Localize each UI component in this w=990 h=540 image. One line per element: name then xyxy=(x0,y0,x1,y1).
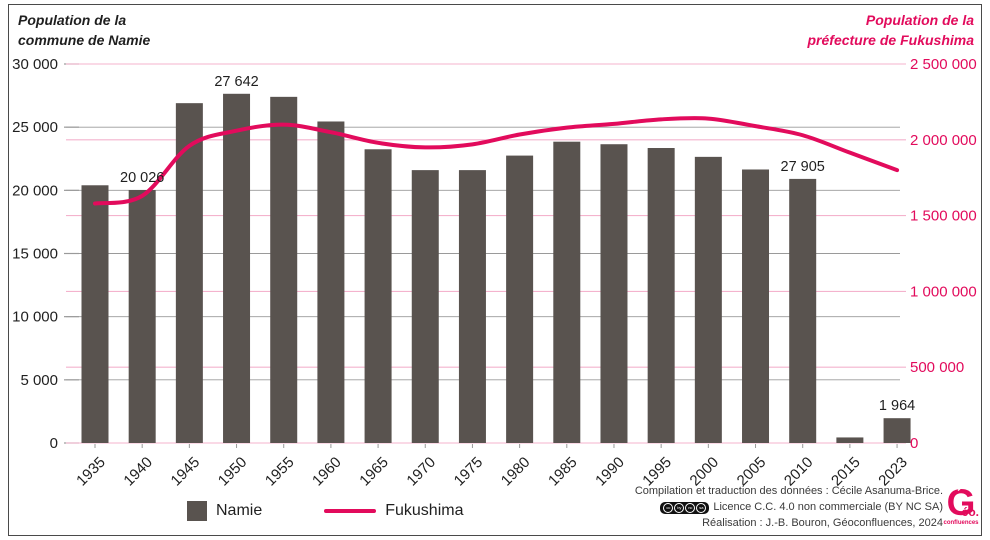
credit-licence-text: Licence C.C. 4.0 non commerciale (BY NC … xyxy=(713,500,943,513)
x-tick-label-1975: 1975 xyxy=(451,454,487,490)
data-label-2023: 1 964 xyxy=(879,398,915,414)
y-left-tick-label: 30 000 xyxy=(12,56,58,73)
bar-1970 xyxy=(411,170,439,443)
credits: Compilation et traduction des données : … xyxy=(635,484,943,532)
x-tick-label-1970: 1970 xyxy=(403,454,439,490)
bar-2000 xyxy=(694,156,722,444)
bar-2023 xyxy=(883,418,911,443)
credit-line-compilation: Compilation et traduction des données : … xyxy=(634,485,943,497)
bar-1935 xyxy=(81,185,109,443)
right-axis-title-line1: Population de la xyxy=(865,12,974,28)
y-right-tick-label: 0 xyxy=(910,435,918,452)
fukushima-trend-line xyxy=(93,116,900,206)
legend-item-namie: Namie xyxy=(187,501,262,521)
bar-1940 xyxy=(128,190,156,443)
credit-line-licence: cc by nc sa Licence C.C. 4.0 non commerc… xyxy=(635,500,943,516)
y-right-tick-label: 2 500 000 xyxy=(910,56,977,73)
bar-1980 xyxy=(506,155,534,443)
bar-1955 xyxy=(270,96,298,443)
y-left-tick-label: 20 000 xyxy=(12,182,58,199)
bar-2010 xyxy=(789,178,817,444)
legend-item-fukushima: Fukushima xyxy=(324,502,463,520)
legend-label-fukushima: Fukushima xyxy=(385,502,464,519)
x-tick-label-1935: 1935 xyxy=(73,454,109,490)
geoconfluences-logo: G ↗ éo. confluences xyxy=(942,482,980,533)
fukushima-line-swatch xyxy=(324,509,377,513)
nc-icon: nc xyxy=(685,502,696,513)
x-tick-label-1960: 1960 xyxy=(309,454,345,490)
cc-icon: cc xyxy=(663,502,674,513)
cc-license-icons: cc by nc sa xyxy=(660,501,710,514)
data-label-1950: 27 642 xyxy=(214,74,258,90)
bar-1995 xyxy=(647,148,675,444)
x-tick-label-1940: 1940 xyxy=(120,454,156,490)
legend-label-namie: Namie xyxy=(216,502,263,519)
by-icon: by xyxy=(674,502,685,513)
bar-1985 xyxy=(553,141,581,443)
logo-confluences-text: confluences xyxy=(943,520,979,526)
logo-letter-g: G xyxy=(946,482,976,523)
y-left-tick-label: 25 000 xyxy=(12,119,58,136)
bar-1965 xyxy=(364,149,392,443)
y-left-tick-label: 10 000 xyxy=(12,309,58,326)
bar-1945 xyxy=(175,103,203,443)
credit-line-realisation: Réalisation : J.-B. Bouron, Géoconfluenc… xyxy=(702,516,943,529)
y-right-tick-label: 1 500 000 xyxy=(910,208,977,225)
data-label-2010: 27 905 xyxy=(781,159,825,175)
left-axis-title: Population de la commune de Namie xyxy=(18,11,150,50)
bar-2005 xyxy=(742,169,770,443)
y-left-tick-label: 0 xyxy=(50,435,58,452)
y-left-tick-label: 15 000 xyxy=(12,246,58,263)
left-axis-title-line2: commune de Namie xyxy=(18,31,151,48)
arrow-icon: ↗ xyxy=(956,482,966,494)
x-tick-label-1955: 1955 xyxy=(262,454,298,490)
bar-1950 xyxy=(223,93,251,443)
left-axis-title-line1: Population de la xyxy=(18,12,127,28)
sa-icon: sa xyxy=(696,502,707,513)
y-left-tick-label: 5 000 xyxy=(20,372,58,389)
x-tick-label-1945: 1945 xyxy=(168,454,204,490)
right-axis-title: Population de la préfecture de Fukushima xyxy=(808,11,975,50)
bar-1990 xyxy=(600,144,628,443)
y-right-tick-label: 2 000 000 xyxy=(910,132,977,149)
legend: Namie Fukushima xyxy=(187,501,463,521)
logo-eo-text: éo. xyxy=(961,505,979,519)
bar-1975 xyxy=(458,170,486,443)
x-tick-label-1950: 1950 xyxy=(215,454,251,490)
namie-bar-swatch xyxy=(187,501,207,521)
bar-1960 xyxy=(317,121,345,444)
y-right-tick-label: 1 000 000 xyxy=(910,283,977,300)
data-label-1940: 20 026 xyxy=(120,170,164,186)
bar-2015 xyxy=(836,437,864,443)
x-tick-label-1980: 1980 xyxy=(498,454,534,490)
x-tick-label-1965: 1965 xyxy=(356,454,392,490)
y-right-tick-label: 500 000 xyxy=(910,359,964,376)
x-tick-label-1990: 1990 xyxy=(592,454,628,490)
right-axis-title-line2: préfecture de Fukushima xyxy=(807,31,975,48)
x-tick-label-1985: 1985 xyxy=(545,454,581,490)
